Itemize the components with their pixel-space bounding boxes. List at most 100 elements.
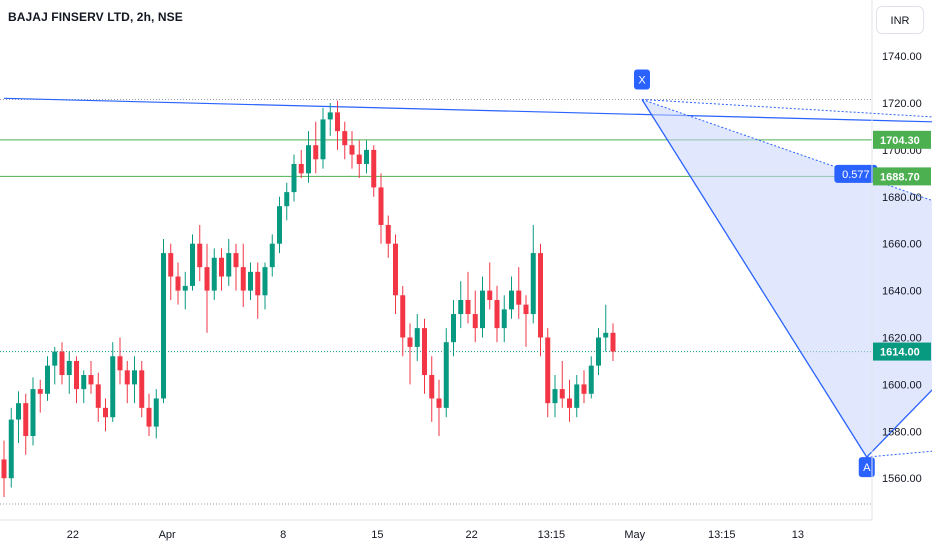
candle-body xyxy=(356,154,362,164)
candle-body xyxy=(37,389,43,394)
candle-body xyxy=(393,243,398,296)
candle-body xyxy=(161,253,166,399)
candle-body xyxy=(248,271,253,291)
x-tick-label: 13 xyxy=(792,529,804,541)
candle-body xyxy=(204,267,210,291)
x-tick-label: 13:15 xyxy=(708,529,736,541)
candle-body xyxy=(596,337,601,366)
candle-body xyxy=(132,370,137,385)
candle-body xyxy=(530,253,536,315)
candle-body xyxy=(182,285,188,291)
candle-body xyxy=(545,337,551,404)
candle-body xyxy=(552,389,558,404)
candle-body xyxy=(16,403,21,420)
badge-bg xyxy=(834,164,878,183)
currency-button[interactable]: INR xyxy=(876,6,924,34)
badge-text: A xyxy=(863,462,871,474)
y-tick-label: 1660.00 xyxy=(882,239,922,251)
candle-body xyxy=(538,253,543,338)
candle-body xyxy=(472,314,478,329)
candle-body xyxy=(211,257,217,291)
candle-body xyxy=(117,356,123,371)
ratio-label: 0.577 xyxy=(834,164,878,183)
price-tag-text: 1688.70 xyxy=(880,171,920,183)
candle-body xyxy=(110,356,116,418)
candle-body xyxy=(422,328,427,376)
x-tick-label: Apr xyxy=(159,529,176,541)
price-tag-bg xyxy=(873,167,931,186)
candle-body xyxy=(465,299,471,315)
candle-body xyxy=(284,192,290,207)
x-tick-label: 22 xyxy=(67,529,79,541)
candle-body xyxy=(175,276,181,291)
candle-body xyxy=(45,365,50,394)
badge-text: X xyxy=(638,74,646,86)
candle-body xyxy=(494,299,500,329)
candle-body xyxy=(581,384,587,394)
candle-body xyxy=(262,267,268,296)
price-tag-bg xyxy=(873,342,931,361)
candle-body xyxy=(30,389,36,436)
pattern-leg xyxy=(866,389,932,458)
candle-body xyxy=(480,290,485,329)
candle-body xyxy=(509,290,514,310)
symbol-title: BAJAJ FINSERV LTD, 2h, NSE xyxy=(8,10,183,24)
candle-body xyxy=(335,112,340,132)
candle-body xyxy=(516,290,522,305)
candle-body xyxy=(81,375,87,390)
candle-body xyxy=(95,384,101,408)
y-tick-label: 1560.00 xyxy=(882,473,922,485)
point-label-a: A xyxy=(858,457,875,478)
candle-body xyxy=(74,360,79,390)
candle-body xyxy=(139,370,145,408)
candle-body xyxy=(233,253,239,268)
candle-body xyxy=(429,375,435,399)
candle-body xyxy=(103,407,108,418)
pattern-leg xyxy=(641,99,868,458)
candle-body xyxy=(23,403,29,436)
y-tick-label: 1740.00 xyxy=(882,51,922,63)
trend-line xyxy=(3,97,932,123)
candle-body xyxy=(371,149,377,188)
candle-body xyxy=(400,295,406,338)
price-level-tag: 1704.30 xyxy=(873,130,931,149)
price-tag-text: 1704.30 xyxy=(880,135,920,147)
candle-body xyxy=(443,342,449,408)
candle-body xyxy=(559,389,565,399)
candle-body xyxy=(610,332,616,352)
candle-body xyxy=(364,149,369,164)
candle-body xyxy=(240,267,246,291)
candle-body xyxy=(269,243,275,268)
candle-body xyxy=(320,119,326,160)
candle-body xyxy=(197,243,203,268)
candle-body xyxy=(168,253,174,277)
candle-body xyxy=(277,206,282,244)
y-tick-label: 1640.00 xyxy=(882,286,922,298)
x-tick-label: 22 xyxy=(466,529,478,541)
candle-body xyxy=(451,314,456,343)
candle-body xyxy=(574,384,580,408)
y-tick-label: 1580.00 xyxy=(882,426,922,438)
price-level-tag: 1614.00 xyxy=(873,342,931,361)
x-tick-label: 8 xyxy=(280,529,286,541)
candle-body xyxy=(313,145,319,160)
candle-body xyxy=(226,253,232,277)
candle-body xyxy=(603,332,609,338)
price-level-tag: 1688.70 xyxy=(873,167,931,186)
candle-body xyxy=(501,309,507,329)
candle-body xyxy=(385,224,391,244)
price-tag-bg xyxy=(873,130,931,149)
candle-body xyxy=(59,351,65,376)
candle-body xyxy=(327,112,333,120)
candle-body xyxy=(88,375,94,385)
candle-body xyxy=(588,365,594,394)
pattern-fill-xab xyxy=(642,99,932,458)
candle-body xyxy=(298,163,304,174)
candle-body xyxy=(66,360,72,376)
badge-bg xyxy=(634,69,650,90)
candle-body xyxy=(153,398,159,427)
y-tick-label: 1720.00 xyxy=(882,98,922,110)
candle-body xyxy=(487,290,493,300)
y-tick-label: 1620.00 xyxy=(882,333,922,345)
